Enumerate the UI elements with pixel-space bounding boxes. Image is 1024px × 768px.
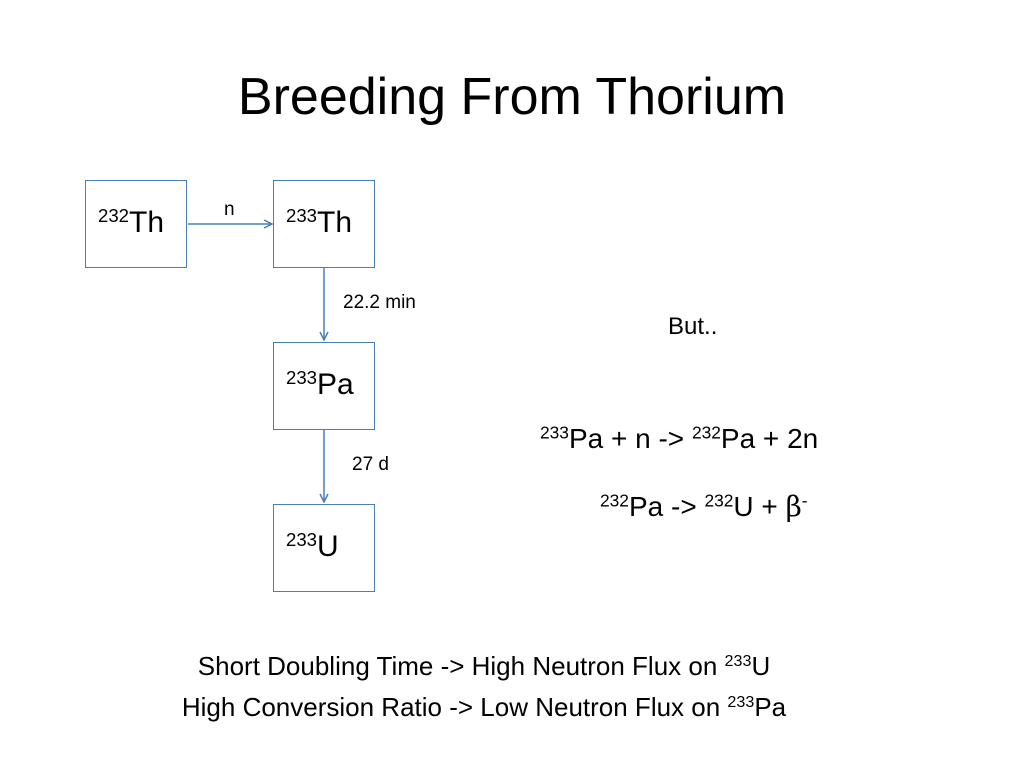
node-th233-mass: 233 (286, 204, 318, 226)
node-th233-symbol: Th (317, 206, 353, 239)
footer-line-2-mass: 233 (727, 693, 755, 712)
slide-title: Breeding From Thorium (237, 68, 787, 126)
node-u233-symbol: U (317, 530, 339, 563)
beta-sign: - (801, 490, 808, 511)
eq2-mass-b: 232 (704, 490, 734, 511)
footer-line-1: Short Doubling Time -> High Neutron Flux… (0, 650, 968, 682)
node-th232: 232Th (85, 180, 187, 268)
footer-line-2: High Conversion Ratio -> Low Neutron Flu… (0, 691, 968, 723)
eq1-mass-a: 233 (540, 422, 569, 443)
node-u233-mass: 233 (286, 528, 318, 550)
node-u233: 233U (273, 504, 375, 592)
eq2-text-b: U + (733, 491, 786, 522)
eq1-text-a: Pa + n -> (568, 423, 692, 454)
reaction-equation-2: 232Pa -> 232U + β- (600, 490, 808, 524)
footer-line-1-mass: 233 (724, 652, 752, 671)
pa233-half-life-label: 27 d (352, 454, 389, 475)
eq2-mass-a: 232 (600, 490, 629, 511)
node-pa233-label: 233Pa (286, 367, 354, 403)
node-th232-label: 232Th (98, 205, 164, 241)
neutron-capture-label: n (224, 199, 235, 220)
footer-line-1-text: Short Doubling Time -> High Neutron Flux… (197, 651, 725, 681)
node-th233: 233Th (273, 180, 375, 268)
footer-line-2-text: High Conversion Ratio -> Low Neutron Flu… (181, 692, 728, 722)
node-u233-label: 233U (286, 529, 339, 565)
footer-line-2-symbol: Pa (754, 692, 787, 722)
node-pa233-mass: 233 (286, 366, 318, 388)
node-th232-mass: 232 (98, 204, 130, 226)
but-note: But.. (668, 313, 718, 340)
eq1-text-b: Pa + 2n (720, 423, 819, 454)
node-th232-symbol: Th (129, 206, 165, 239)
footer-line-1-symbol: U (751, 651, 771, 681)
node-pa233: 233Pa (273, 342, 375, 430)
node-th233-label: 233Th (286, 205, 352, 241)
th233-half-life-label: 22.2 min (343, 292, 416, 313)
eq2-text-a: Pa -> (628, 491, 705, 522)
eq1-mass-b: 232 (691, 422, 721, 443)
reaction-equation-1: 233Pa + n -> 232Pa + 2n (540, 422, 818, 456)
beta-symbol: β (785, 490, 802, 523)
node-pa233-symbol: Pa (317, 368, 354, 401)
